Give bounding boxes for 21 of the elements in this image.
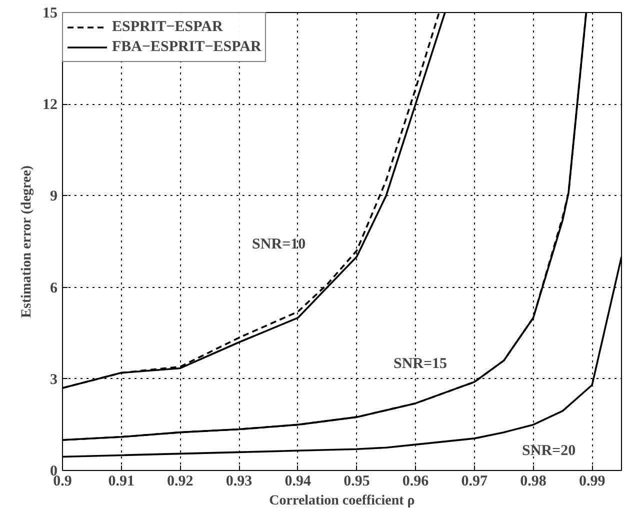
x-tick-label: 0.93 xyxy=(226,474,252,490)
x-tick-label: 0.98 xyxy=(520,474,546,490)
y-axis-title: Estimation error (degree) xyxy=(20,165,34,318)
y-tick-label: 15 xyxy=(42,6,58,22)
legend-label: FBA−ESPRIT−ESPAR xyxy=(112,38,262,56)
y-tick-label: 3 xyxy=(50,372,58,388)
x-tick-label: 0.95 xyxy=(344,474,370,490)
annotation: SNR=15 xyxy=(393,356,448,372)
x-tick-label: 0.99 xyxy=(578,474,606,490)
legend-label: ESPRIT−ESPAR xyxy=(112,18,223,36)
y-tick-label: 6 xyxy=(50,280,58,296)
x-axis-title: Correlation coefficient ρ xyxy=(269,494,415,508)
x-tick-label: 0.97 xyxy=(461,474,488,490)
x-tick-label: 0.92 xyxy=(167,474,194,490)
annotation: SNR=10 xyxy=(252,236,306,253)
annotation: SNR=20 xyxy=(522,442,576,459)
y-tick-label: 9 xyxy=(50,188,58,205)
x-tick-label: 0.91 xyxy=(108,474,134,490)
y-tick-label: 12 xyxy=(42,97,58,114)
x-tick-label: 0.94 xyxy=(284,474,312,490)
x-tick-label: 0.96 xyxy=(402,474,430,490)
